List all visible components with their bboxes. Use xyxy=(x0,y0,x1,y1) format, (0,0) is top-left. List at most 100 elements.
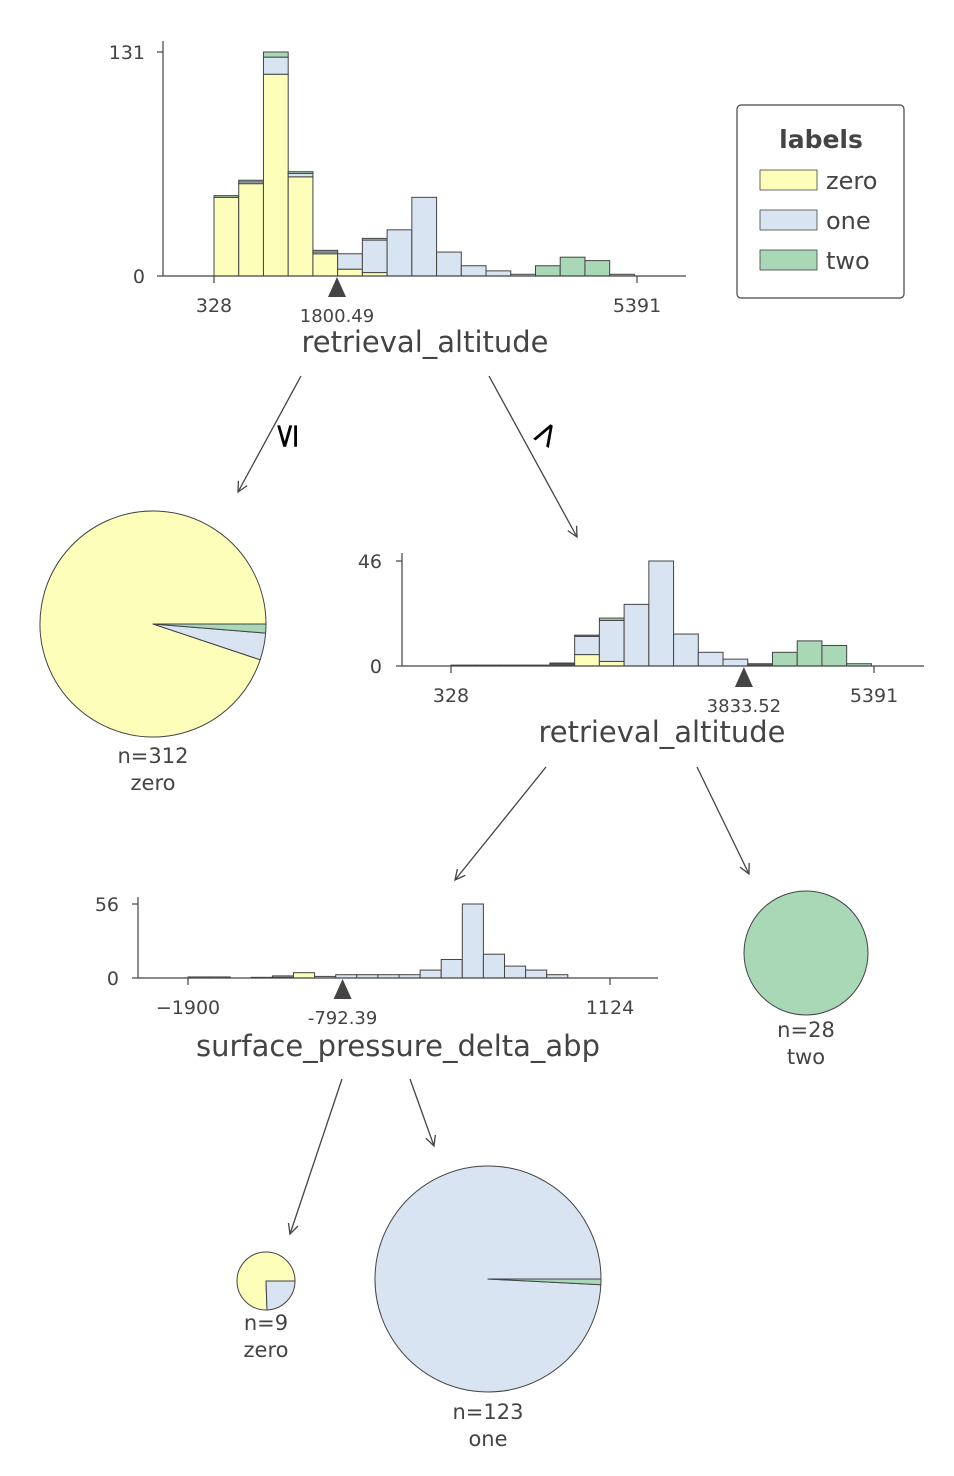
histogram-bar-two-15 xyxy=(821,644,848,667)
x-tick-min: −1900 xyxy=(156,997,220,1019)
histogram-bar-zero-5 xyxy=(574,654,600,667)
edge-node-right-left xyxy=(454,766,547,882)
histogram-bar-two-4 xyxy=(312,249,339,253)
histogram-bar-one-11 xyxy=(485,270,512,277)
edge-label-le: ≤ xyxy=(266,422,306,451)
histogram-bar-two-2 xyxy=(262,51,289,58)
edge-root-left xyxy=(237,375,302,494)
histogram-bar-zero-0 xyxy=(213,196,240,277)
y-tick-max: 131 xyxy=(109,42,145,64)
y-tick-zero: 0 xyxy=(133,266,145,288)
pie-slice-two xyxy=(743,890,869,1016)
histogram-bar-two-15 xyxy=(584,260,611,277)
legend-label-one: one xyxy=(826,207,871,235)
histogram-bar-one-11 xyxy=(722,658,749,667)
x-tick-max: 5391 xyxy=(850,685,898,707)
histogram-bar-two-0 xyxy=(213,195,240,198)
histogram-bars xyxy=(213,51,635,277)
histogram-bar-one-8 xyxy=(411,196,438,277)
histogram-bar-one-10 xyxy=(460,265,487,277)
leaf-pie xyxy=(39,510,267,738)
histogram-bar-one-2 xyxy=(262,56,289,75)
histogram-bar-two-12 xyxy=(747,663,773,666)
histogram-bar-two-14 xyxy=(796,640,823,667)
legend-label-two: two xyxy=(826,247,870,275)
tree-edges: ≤ > xyxy=(237,375,750,1236)
leaf-sample-count: n=28 xyxy=(777,1018,835,1042)
histogram-node-root: 131 0 328 5391 1800.49 retrieval_altitud… xyxy=(109,41,686,359)
histogram-bar-zero-5 xyxy=(293,972,316,979)
y-tick-zero: 0 xyxy=(370,656,382,678)
legend: labels zero one two xyxy=(736,104,905,299)
histogram-bar-two-13 xyxy=(771,651,798,667)
histogram-bar-one-8 xyxy=(648,560,675,667)
leaf-class-label: zero xyxy=(131,771,176,795)
leaf-node-4: n=123 one xyxy=(374,1165,602,1451)
split-marker-triangle xyxy=(328,277,346,297)
histogram-bar-two-4 xyxy=(549,662,576,665)
histogram-bar-two-5 xyxy=(574,634,600,637)
histogram-bars xyxy=(187,903,569,979)
histogram-bar-zero-6 xyxy=(598,660,625,667)
edge-inner-right xyxy=(409,1078,436,1148)
legend-swatch-zero xyxy=(759,169,818,191)
histogram-bar-zero-3 xyxy=(287,176,314,277)
legend-title: labels xyxy=(779,125,863,154)
y-tick-max: 46 xyxy=(358,551,382,573)
leaf-pie xyxy=(374,1165,602,1393)
histogram-bar-one-12 xyxy=(440,959,463,979)
histogram-bar-two-6 xyxy=(598,617,625,621)
y-tick-zero: 0 xyxy=(107,968,119,990)
pie-slice-two xyxy=(487,1278,602,1286)
histogram-bar-two-6 xyxy=(361,237,388,241)
histogram-bar-one-13 xyxy=(461,903,484,979)
feature-name-label: surface_pressure_delta_abp xyxy=(196,1029,600,1063)
histogram-bar-one-11 xyxy=(419,969,442,979)
leaf-class-label: zero xyxy=(244,1338,289,1362)
leaf-class-label: two xyxy=(787,1045,825,1069)
histogram-bar-one-4 xyxy=(271,975,294,978)
histogram-bar-one-16 xyxy=(525,969,548,979)
histogram-bar-one-6 xyxy=(598,619,625,662)
histogram-bar-zero-1 xyxy=(238,183,264,277)
leaf-node-2: n=28 two xyxy=(743,890,869,1069)
x-tick-min: 328 xyxy=(196,295,232,317)
leaf-class-label: one xyxy=(468,1427,507,1451)
x-tick-min: 328 xyxy=(433,685,469,707)
leaf-pie xyxy=(236,1251,296,1311)
leaf-node-1: n=312 zero xyxy=(39,510,267,795)
histogram-bar-zero-4 xyxy=(312,253,339,277)
legend-swatch-one xyxy=(759,209,818,231)
histogram-bars xyxy=(450,560,872,667)
leaf-pie xyxy=(743,890,869,1016)
histogram-bar-one-9 xyxy=(436,251,462,277)
feature-name-label: retrieval_altitude xyxy=(538,715,785,749)
histogram-bar-one-14 xyxy=(482,953,505,979)
edge-node-right-right xyxy=(696,766,750,876)
histogram-node-inner: 56 0 −1900 1124 -792.39 surface_pressure… xyxy=(95,894,658,1063)
histogram-bar-one-9 xyxy=(673,633,699,667)
histogram-bar-two-14 xyxy=(559,256,586,277)
leaf-sample-count: n=312 xyxy=(118,744,189,768)
split-value-label: 1800.49 xyxy=(300,306,374,327)
pie-slice-one xyxy=(265,1280,296,1311)
histogram-node-right: 46 0 328 5391 3833.52 retrieval_altitude xyxy=(358,551,924,749)
histogram-bar-one-5 xyxy=(337,253,363,270)
histogram-bar-two-3 xyxy=(287,171,314,174)
histogram-bar-one-7 xyxy=(623,603,650,667)
feature-name-label: retrieval_altitude xyxy=(301,325,548,359)
split-marker-triangle xyxy=(333,979,352,999)
split-value-label: -792.39 xyxy=(308,1008,377,1029)
histogram-bar-one-10 xyxy=(697,651,724,667)
legend-swatch-two xyxy=(759,249,818,271)
histogram-bar-one-5 xyxy=(574,635,600,656)
histogram-bar-zero-5 xyxy=(337,268,363,277)
legend-label-zero: zero xyxy=(826,167,877,195)
histogram-bar-one-6 xyxy=(361,239,388,274)
split-value-label: 3833.52 xyxy=(707,696,781,717)
histogram-bar-two-13 xyxy=(534,265,561,277)
split-marker-triangle xyxy=(734,667,753,687)
edge-inner-left xyxy=(287,1078,343,1236)
pie-slice-two xyxy=(152,623,267,634)
